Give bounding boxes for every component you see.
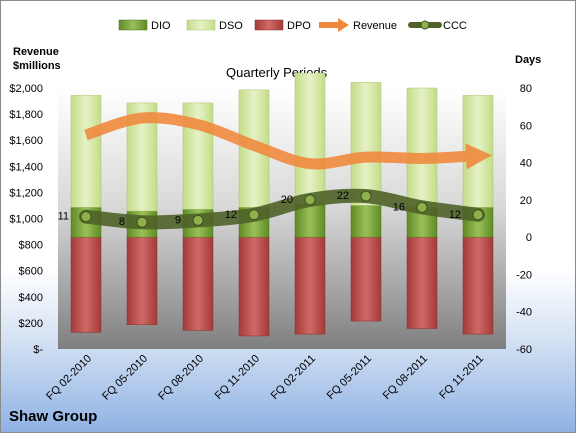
legend-label-dso: DSO	[219, 20, 243, 32]
ccc-data-label: 9	[175, 214, 181, 226]
x-tick-label: FQ 08-2011	[381, 353, 430, 402]
dpo-bar	[238, 236, 270, 337]
ccc-data-label: 8	[119, 216, 125, 228]
ccc-point	[192, 214, 204, 226]
x-tick-label: FQ 11-2011	[437, 353, 486, 402]
dso-bar	[350, 82, 382, 206]
left-axis-title: Revenue $millions	[13, 45, 61, 73]
dpo-bar	[406, 236, 438, 329]
left-tick-label: $1,200	[9, 187, 43, 199]
dso-bar	[406, 87, 438, 208]
right-tick-label: 80	[520, 83, 532, 95]
left-tick-label: $1,400	[9, 161, 43, 173]
revenue-line	[84, 112, 467, 170]
left-tick-label: $800	[19, 240, 43, 252]
ccc-point	[472, 209, 484, 221]
left-tick-label: $-	[33, 344, 43, 356]
legend-swatch-dpo	[254, 19, 284, 31]
ccc-point	[304, 194, 316, 206]
company-name: Shaw Group	[9, 408, 98, 425]
legend-swatch-dio	[118, 19, 148, 31]
dpo-bar	[182, 236, 214, 331]
dso-bar	[294, 72, 326, 204]
x-tick-label: FQ 08-2010	[156, 353, 206, 403]
left-tick-label: $1,600	[9, 135, 43, 147]
left-tick-label: $400	[19, 292, 43, 304]
right-tick-label: 20	[520, 195, 532, 207]
dpo-bar	[462, 236, 494, 335]
right-tick-label: -40	[516, 307, 532, 319]
ccc-point	[248, 209, 260, 221]
ccc-data-label: 12	[449, 209, 461, 221]
left-axis-title-line-1: Revenue	[13, 46, 59, 58]
ccc-data-label: 11	[58, 211, 69, 223]
legend-label-ccc: CCC	[443, 20, 467, 32]
legend-label-dio: DIO	[151, 20, 171, 32]
legend-label-dpo: DPO	[287, 20, 311, 32]
left-tick-label: $2,000	[9, 83, 43, 95]
ccc-data-label: 16	[393, 201, 405, 213]
right-tick-label: -60	[516, 344, 532, 356]
ccc-data-label: 20	[281, 194, 293, 206]
left-tick-label: $200	[19, 318, 43, 330]
x-tick-label: FQ 05-2011	[325, 353, 374, 402]
left-tick-label: $600	[19, 266, 43, 278]
ccc-point	[80, 211, 92, 223]
legend-ccc-marker	[420, 20, 430, 30]
left-axis-title-line-2: $millions	[13, 60, 61, 72]
ccc-point	[416, 201, 428, 213]
dpo-bar	[350, 236, 382, 322]
legend-revenue-arrowhead	[338, 18, 349, 32]
legend-label-revenue: Revenue	[353, 20, 397, 32]
dpo-bar	[294, 236, 326, 335]
right-tick-label: -20	[516, 269, 532, 281]
ccc-data-label: 12	[225, 209, 237, 221]
revenue-arrowhead	[465, 143, 492, 170]
x-tick-label: FQ 02-2010	[44, 353, 94, 403]
left-tick-label: $1,800	[9, 109, 43, 121]
right-tick-label: 0	[526, 232, 532, 244]
legend-swatch-dso	[186, 19, 216, 31]
right-tick-label: 60	[520, 120, 532, 132]
dpo-bar	[126, 236, 158, 326]
dso-bar	[70, 95, 102, 208]
x-tick-label: FQ 11-2010	[213, 353, 262, 402]
dpo-bar	[70, 236, 102, 333]
dio-bar	[350, 205, 382, 238]
x-tick-label: FQ 05-2010	[100, 353, 150, 403]
left-tick-label: $1,000	[9, 214, 43, 226]
right-axis-title: Days	[515, 54, 542, 66]
ccc-data-label: 22	[337, 190, 349, 202]
ccc-point	[136, 216, 148, 228]
x-tick-label: FQ 02-2011	[269, 353, 318, 402]
ccc-point	[360, 190, 372, 202]
right-tick-label: 40	[520, 158, 532, 170]
